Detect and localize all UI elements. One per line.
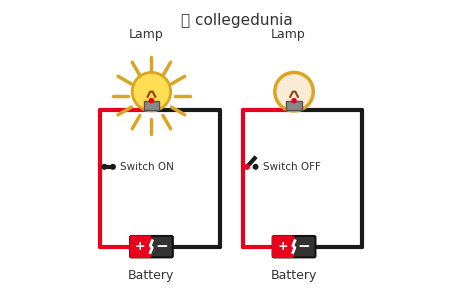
- FancyBboxPatch shape: [144, 101, 159, 110]
- Circle shape: [253, 164, 258, 169]
- Circle shape: [275, 72, 313, 111]
- Circle shape: [110, 164, 115, 169]
- Text: Switch OFF: Switch OFF: [263, 162, 320, 172]
- Text: −: −: [298, 239, 310, 254]
- Text: +: +: [278, 240, 288, 253]
- Text: +: +: [135, 240, 146, 253]
- Circle shape: [102, 164, 107, 169]
- FancyBboxPatch shape: [286, 101, 302, 110]
- FancyBboxPatch shape: [130, 236, 173, 257]
- FancyBboxPatch shape: [273, 236, 293, 257]
- Text: Switch ON: Switch ON: [120, 162, 174, 172]
- Text: −: −: [155, 239, 168, 254]
- Text: Lamp: Lamp: [128, 28, 163, 41]
- Circle shape: [245, 164, 249, 169]
- Circle shape: [132, 72, 171, 111]
- Circle shape: [149, 98, 154, 103]
- FancyBboxPatch shape: [273, 236, 315, 257]
- FancyBboxPatch shape: [130, 236, 151, 257]
- Text: Battery: Battery: [128, 270, 174, 283]
- Text: Battery: Battery: [271, 270, 317, 283]
- Text: Lamp: Lamp: [271, 28, 306, 41]
- Text: 🎓 collegedunia: 🎓 collegedunia: [181, 13, 293, 28]
- Circle shape: [292, 98, 296, 103]
